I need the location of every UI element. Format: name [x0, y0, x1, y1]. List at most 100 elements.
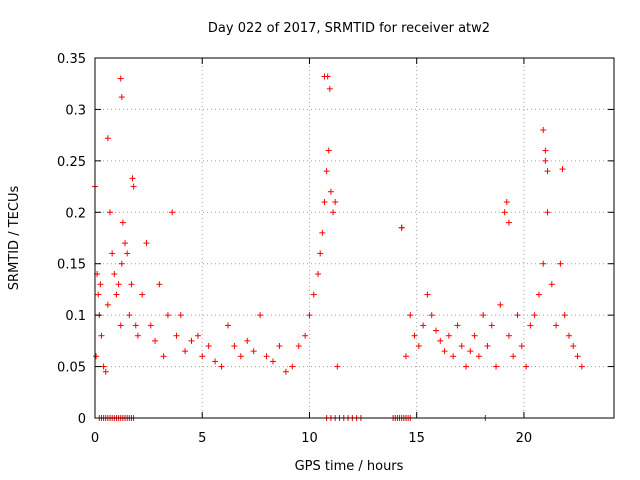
- data-point: [143, 240, 150, 247]
- data-point: [454, 322, 461, 329]
- data-point: [98, 332, 105, 339]
- data-point: [132, 322, 139, 329]
- y-tick-label: 0.3: [65, 103, 86, 118]
- data-point: [93, 353, 100, 360]
- data-point: [147, 322, 154, 329]
- data-point: [505, 219, 512, 226]
- data-point: [548, 281, 555, 288]
- data-point: [450, 353, 457, 360]
- data-point: [544, 209, 551, 216]
- data-point: [160, 353, 167, 360]
- data-point: [540, 127, 547, 133]
- data-point: [484, 343, 491, 349]
- data-point: [535, 291, 542, 298]
- x-tick-label: 20: [516, 431, 533, 446]
- data-point: [542, 157, 549, 164]
- data-point: [432, 327, 439, 334]
- y-tick-label: 0.1: [65, 309, 86, 324]
- data-point: [177, 312, 184, 319]
- data-point: [270, 358, 277, 365]
- data-point: [326, 85, 333, 92]
- data-point: [527, 322, 534, 329]
- data-point: [95, 291, 102, 298]
- data-point: [104, 301, 111, 308]
- data-point: [263, 353, 270, 360]
- data-point: [319, 229, 326, 236]
- plot-frame: [94, 57, 615, 419]
- data-point: [324, 73, 331, 80]
- data-point: [224, 322, 231, 329]
- data-point: [557, 260, 564, 267]
- data-point: [182, 348, 189, 355]
- data-point: [231, 343, 238, 349]
- data-point: [445, 332, 452, 339]
- x-tick-label: 10: [301, 431, 318, 446]
- data-point: [124, 250, 131, 257]
- data-point: [139, 291, 146, 298]
- data-point: [565, 332, 572, 339]
- data-point: [407, 312, 414, 319]
- data-point: [467, 348, 474, 355]
- y-axis-label: SRMTID / TECUs: [7, 186, 22, 291]
- data-point: [97, 281, 104, 288]
- data-point: [205, 343, 212, 349]
- data-point: [463, 363, 470, 370]
- data-point: [113, 291, 120, 298]
- data-point: [156, 281, 163, 288]
- data-point: [475, 353, 482, 360]
- data-point: [212, 358, 219, 365]
- data-point: [458, 343, 465, 349]
- data-point: [488, 322, 495, 329]
- data-point: [282, 368, 289, 375]
- data-point: [276, 343, 283, 349]
- data-point: [310, 291, 317, 298]
- data-point: [126, 312, 133, 319]
- x-tick-label: 15: [408, 431, 425, 446]
- y-tick-label: 0.15: [57, 258, 86, 273]
- data-point: [119, 219, 126, 226]
- x-axis-label: GPS time / hours: [295, 459, 404, 474]
- data-point: [398, 224, 405, 231]
- y-tick-label: 0: [78, 412, 86, 427]
- data-point: [332, 199, 339, 205]
- data-point: [497, 301, 504, 308]
- data-point: [325, 147, 332, 154]
- data-point: [164, 312, 171, 319]
- data-point: [510, 353, 517, 360]
- data-point: [428, 312, 435, 319]
- data-point: [323, 168, 330, 175]
- data-point: [531, 312, 538, 319]
- data-point: [514, 312, 521, 319]
- data-point: [574, 353, 581, 360]
- data-point: [501, 209, 508, 216]
- data-point: [218, 363, 225, 370]
- data-point: [244, 337, 251, 344]
- data-point: [117, 75, 124, 82]
- data-point: [173, 332, 180, 339]
- x-tick-label: 5: [198, 431, 206, 446]
- data-point: [237, 353, 244, 360]
- data-point: [334, 363, 341, 370]
- data-point: [402, 353, 409, 360]
- data-point: [295, 343, 302, 349]
- data-point: [130, 183, 137, 190]
- data-point: [518, 343, 525, 349]
- data-points: [92, 73, 585, 421]
- data-point: [424, 291, 431, 298]
- y-tick-label: 0.05: [57, 361, 86, 376]
- data-point: [540, 260, 547, 267]
- data-point: [107, 209, 114, 216]
- data-point: [104, 135, 111, 142]
- data-point: [306, 312, 313, 319]
- axes: 0 0.05 0.1 0.15 0.2 0.25 0.3 0.35 0 5 10 15 20: [57, 52, 614, 446]
- data-point: [523, 363, 530, 370]
- data-point: [570, 343, 577, 349]
- data-point: [420, 322, 427, 329]
- data-point: [505, 332, 512, 339]
- data-point: [493, 363, 500, 370]
- data-point: [188, 337, 195, 344]
- data-point: [302, 332, 309, 339]
- data-point: [437, 337, 444, 344]
